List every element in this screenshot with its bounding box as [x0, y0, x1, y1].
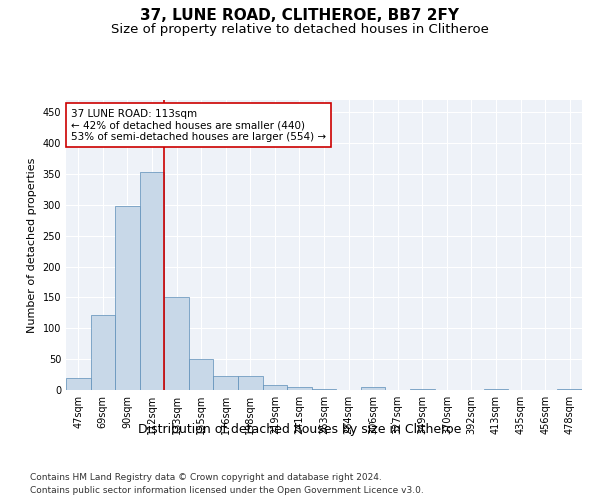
Bar	[238, 376, 263, 390]
Bar	[312, 389, 336, 390]
Text: Contains HM Land Registry data © Crown copyright and database right 2024.: Contains HM Land Registry data © Crown c…	[30, 472, 382, 482]
Bar	[361, 387, 385, 390]
Text: Size of property relative to detached houses in Clitheroe: Size of property relative to detached ho…	[111, 22, 489, 36]
Text: 37, LUNE ROAD, CLITHEROE, BB7 2FY: 37, LUNE ROAD, CLITHEROE, BB7 2FY	[140, 8, 460, 22]
Bar	[164, 298, 189, 390]
Bar	[115, 206, 140, 390]
Text: Distribution of detached houses by size in Clitheroe: Distribution of detached houses by size …	[139, 422, 461, 436]
Text: 37 LUNE ROAD: 113sqm
← 42% of detached houses are smaller (440)
53% of semi-deta: 37 LUNE ROAD: 113sqm ← 42% of detached h…	[71, 108, 326, 142]
Bar	[557, 389, 582, 390]
Bar	[140, 172, 164, 390]
Y-axis label: Number of detached properties: Number of detached properties	[27, 158, 37, 332]
Bar	[66, 378, 91, 390]
Bar	[410, 389, 434, 390]
Bar	[287, 387, 312, 390]
Text: Contains public sector information licensed under the Open Government Licence v3: Contains public sector information licen…	[30, 486, 424, 495]
Bar	[484, 389, 508, 390]
Bar	[263, 385, 287, 390]
Bar	[189, 359, 214, 390]
Bar	[91, 314, 115, 390]
Bar	[214, 376, 238, 390]
